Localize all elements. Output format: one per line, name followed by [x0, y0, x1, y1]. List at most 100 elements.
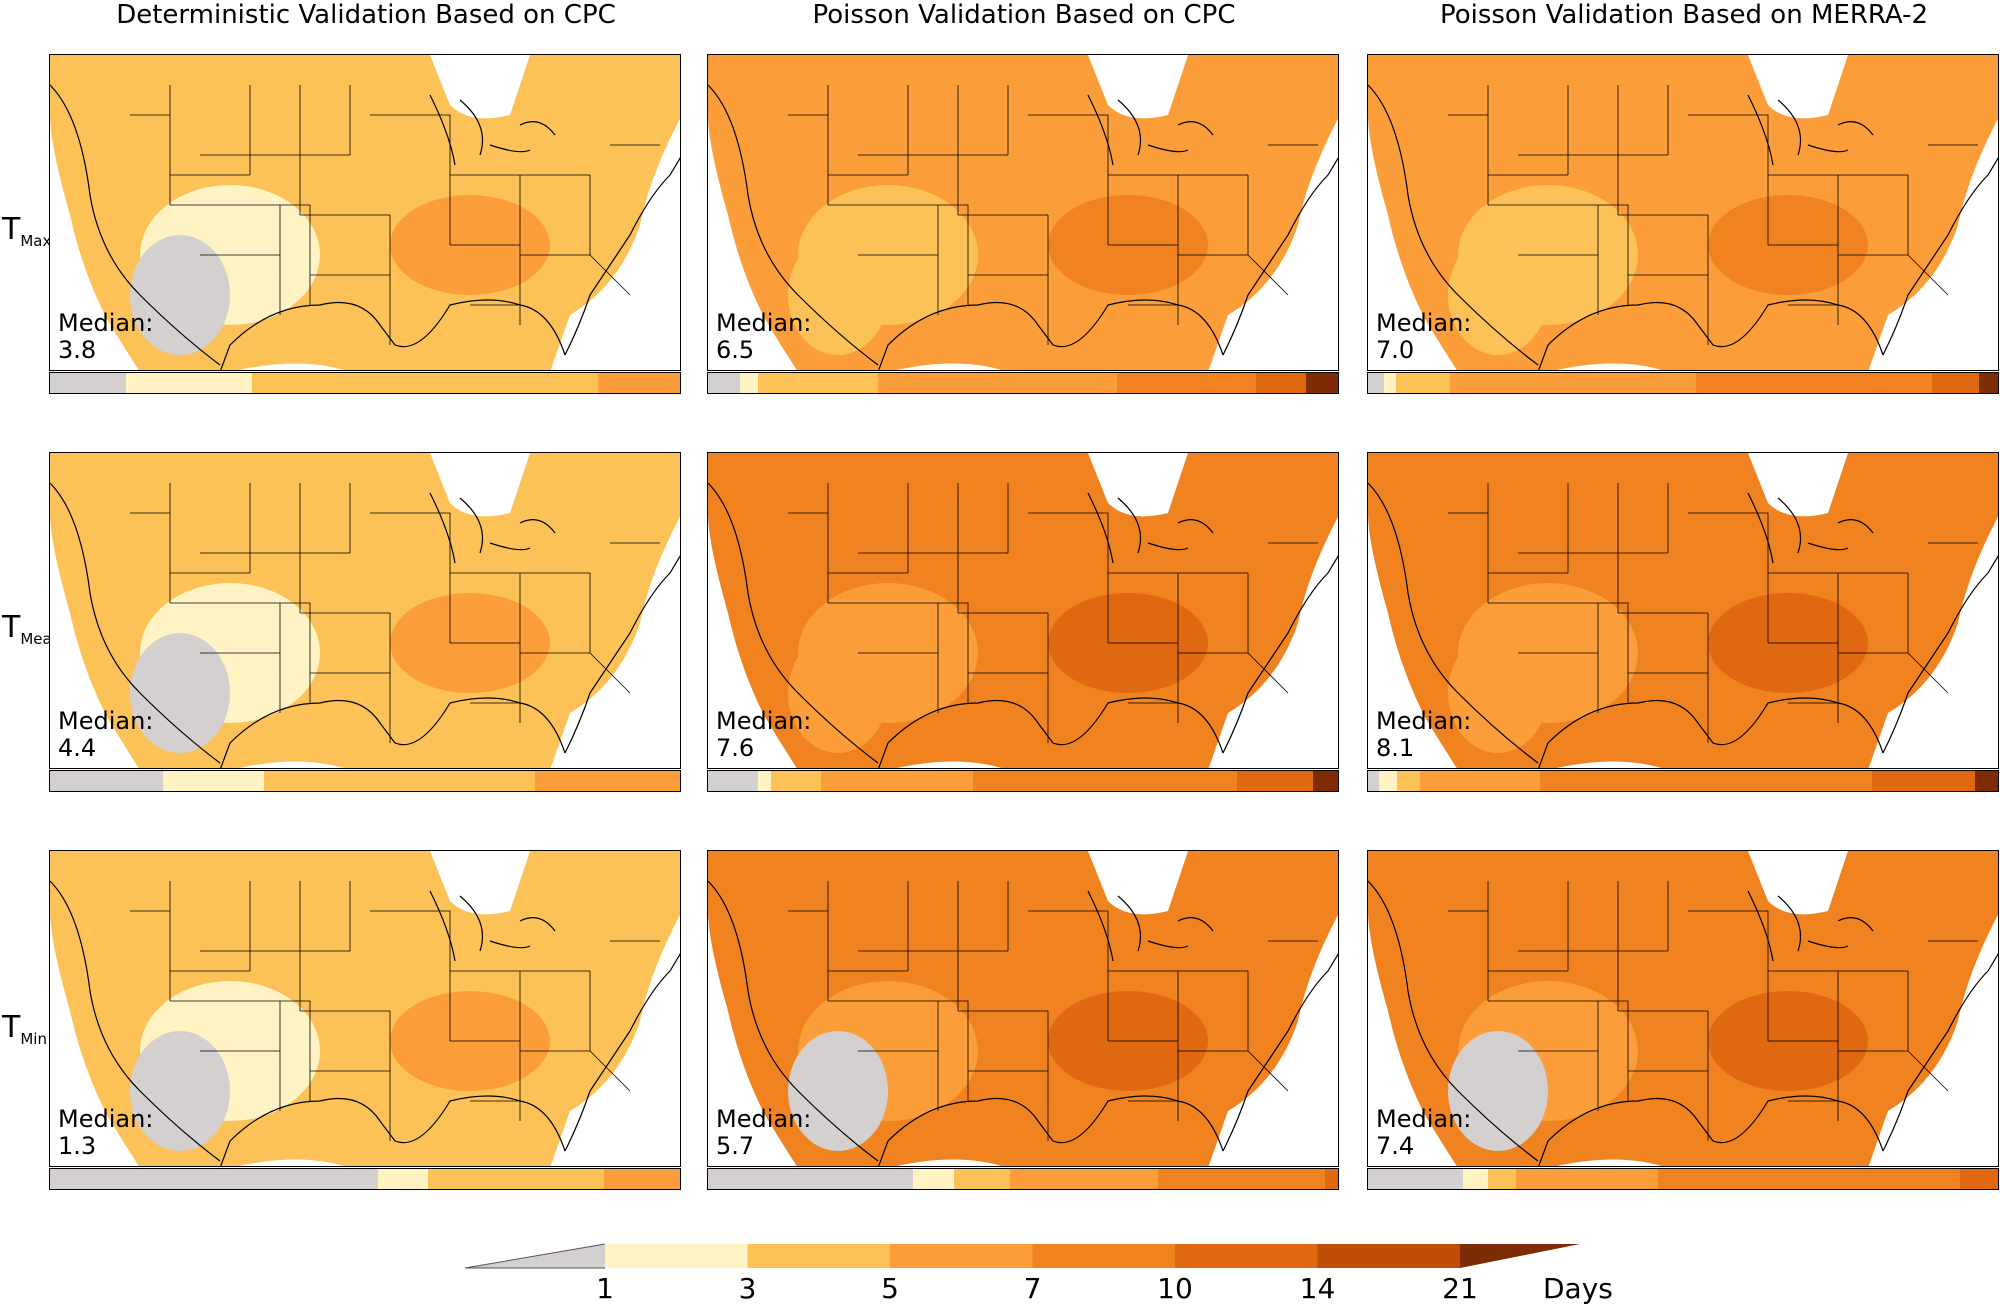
colorbar-tick-label: 5 — [881, 1272, 899, 1305]
strip-segment-1 — [1462, 1169, 1488, 1189]
ocean-mask — [50, 453, 680, 768]
map-panel-2-1: Median: 4.4 — [49, 452, 681, 793]
strip-segment-5 — [1960, 1169, 1998, 1189]
us-map: Median: 7.4 — [1367, 850, 1999, 1167]
median-annotation: Median: 8.1 — [1376, 708, 1471, 762]
median-label: Median: — [58, 309, 154, 337]
state-borders — [1448, 85, 1978, 345]
median-annotation: Median: 4.4 — [58, 708, 153, 762]
colorbar-tick-label: 7 — [1023, 1272, 1042, 1305]
low-value-region — [130, 235, 230, 355]
colorbar-bin-5 — [1317, 1244, 1461, 1268]
low-value-region — [130, 633, 230, 753]
us-map: Median: 4.4 — [49, 452, 681, 769]
map-graphic — [1368, 851, 1998, 1166]
strip-segment-4 — [1539, 771, 1873, 791]
distribution-strip — [1367, 770, 1999, 792]
coastline — [50, 84, 680, 370]
low-value-region — [1448, 235, 1548, 355]
great-lakes — [1747, 492, 1874, 564]
median-value: 4.4 — [58, 734, 97, 762]
colorbar-unit-label: Days — [1543, 1272, 1613, 1305]
median-value: 6.5 — [716, 336, 755, 364]
median-label: Median: — [716, 309, 812, 337]
median-annotation: Median: 1.3 — [58, 1106, 153, 1160]
great-lakes — [1747, 94, 1874, 166]
strip-segment-0 — [708, 771, 759, 791]
row-label-tmax-main: T — [2, 212, 21, 247]
colorbar-legend: 1 3 5 7 10 14 21 Days — [460, 1240, 1660, 1308]
map-panel-2-2: Median: 7.6 — [707, 452, 1339, 793]
low-value-region — [130, 1031, 230, 1151]
strip-segment-3 — [1516, 1169, 1658, 1189]
median-label: Median: — [1376, 707, 1472, 735]
strip-segment-2 — [251, 373, 599, 393]
ocean-mask — [1368, 851, 1998, 1166]
us-map: Median: 3.8 — [49, 54, 681, 371]
state-borders — [130, 483, 660, 743]
strip-segment-4 — [1117, 373, 1257, 393]
median-value: 3.8 — [58, 336, 97, 364]
median-annotation: Median: 7.0 — [1376, 310, 1471, 364]
ocean-mask — [1368, 453, 1998, 768]
strip-segment-4 — [1158, 1169, 1326, 1189]
strip-segment-1 — [758, 771, 771, 791]
distribution-strip — [49, 372, 681, 394]
state-borders — [788, 881, 1318, 1141]
state-borders — [1448, 483, 1978, 743]
distribution-strip — [1367, 372, 1999, 394]
median-annotation: Median: 3.8 — [58, 310, 153, 364]
median-value: 5.7 — [716, 1132, 755, 1160]
us-map: Median: 7.6 — [707, 452, 1339, 769]
coastline — [1368, 880, 1998, 1166]
coastline — [1368, 84, 1998, 370]
strip-segment-5 — [1256, 373, 1307, 393]
median-label: Median: — [716, 1105, 812, 1133]
row-label-tmin: TMin — [2, 1010, 47, 1048]
map-panel-3-2: Median: 5.7 — [707, 850, 1339, 1191]
strip-segment-1 — [1379, 771, 1397, 791]
median-value: 7.4 — [1376, 1132, 1415, 1160]
great-lakes — [1087, 492, 1214, 564]
strip-segment-1 — [739, 373, 759, 393]
map-graphic — [50, 55, 680, 370]
distribution-strip — [1367, 1168, 1999, 1190]
strip-segment-1 — [163, 771, 265, 791]
row-label-tmin-sub: Min — [20, 1030, 47, 1048]
row-label-tmax: TMax — [2, 212, 51, 250]
us-map: Median: 1.3 — [49, 850, 681, 1167]
median-annotation: Median: 6.5 — [716, 310, 811, 364]
state-borders — [130, 881, 660, 1141]
map-graphic — [708, 851, 1338, 1166]
column-title-deterministic-cpc: Deterministic Validation Based on CPC — [116, 0, 616, 30]
strip-segment-1 — [912, 1169, 954, 1189]
colorbar — [464, 1243, 1580, 1269]
us-map: Median: 5.7 — [707, 850, 1339, 1167]
median-annotation: Median: 7.4 — [1376, 1106, 1471, 1160]
colorbar-tick-label: 1 — [596, 1272, 614, 1305]
median-label: Median: — [58, 707, 154, 735]
map-graphic — [708, 55, 1338, 370]
row-label-tmin-main: T — [2, 1010, 21, 1045]
strip-segment-3 — [1010, 1169, 1159, 1189]
state-borders — [130, 85, 660, 345]
median-value: 7.0 — [1376, 336, 1415, 364]
distribution-strip — [49, 770, 681, 792]
row-label-tmean-main: T — [2, 610, 21, 645]
strip-segment-2 — [953, 1169, 1011, 1189]
strip-segment-2 — [264, 771, 536, 791]
coastline — [708, 880, 1338, 1166]
us-map: Median: 8.1 — [1367, 452, 1999, 769]
strip-segment-6 — [1979, 373, 1998, 393]
strip-segment-0 — [708, 373, 740, 393]
strip-segment-6 — [1312, 771, 1338, 791]
strip-segment-2 — [770, 771, 822, 791]
great-lakes — [1087, 890, 1214, 962]
strip-segment-0 — [50, 771, 164, 791]
low-value-region — [1448, 1031, 1548, 1151]
distribution-strip — [707, 770, 1339, 792]
strip-segment-1 — [377, 1169, 428, 1189]
state-borders — [788, 85, 1318, 345]
coastline — [1368, 482, 1998, 768]
row-label-tmax-sub: Max — [20, 232, 52, 250]
